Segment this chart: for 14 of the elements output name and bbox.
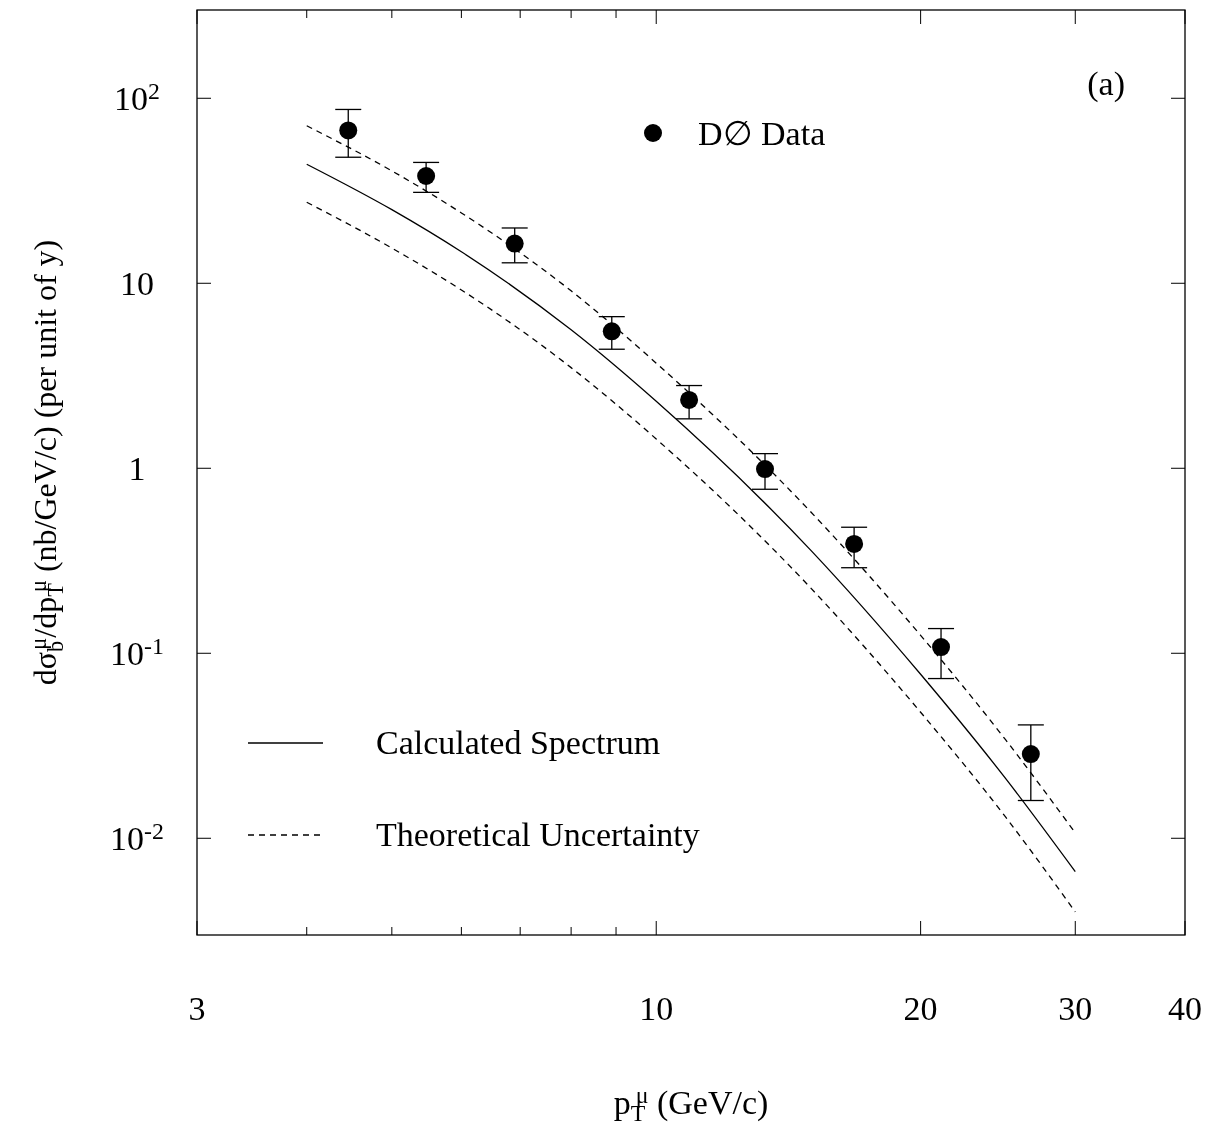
y-tick-label: 10$^{2}$ [114,78,160,118]
y-tick-label: 10$^{-1}$ [110,633,164,673]
x-tick-label: 10 [639,990,674,1027]
y-tick-label: 10$^{-2}$ [110,818,164,858]
legend-label: D∅ Data [698,115,826,152]
legend-label: Theoretical Uncertainty [376,816,700,853]
x-tick-label: 3 [188,990,206,1027]
y-tick-label: 10 [120,265,154,303]
y-tick-label: 1 [128,450,146,488]
x-tick-label: 20 [903,990,938,1027]
annotation: (a) [1087,65,1125,103]
x-tick-label: 40 [1168,990,1202,1027]
x-tick-label: 30 [1058,990,1093,1027]
legend-label: Calculated Spectrum [376,724,661,761]
